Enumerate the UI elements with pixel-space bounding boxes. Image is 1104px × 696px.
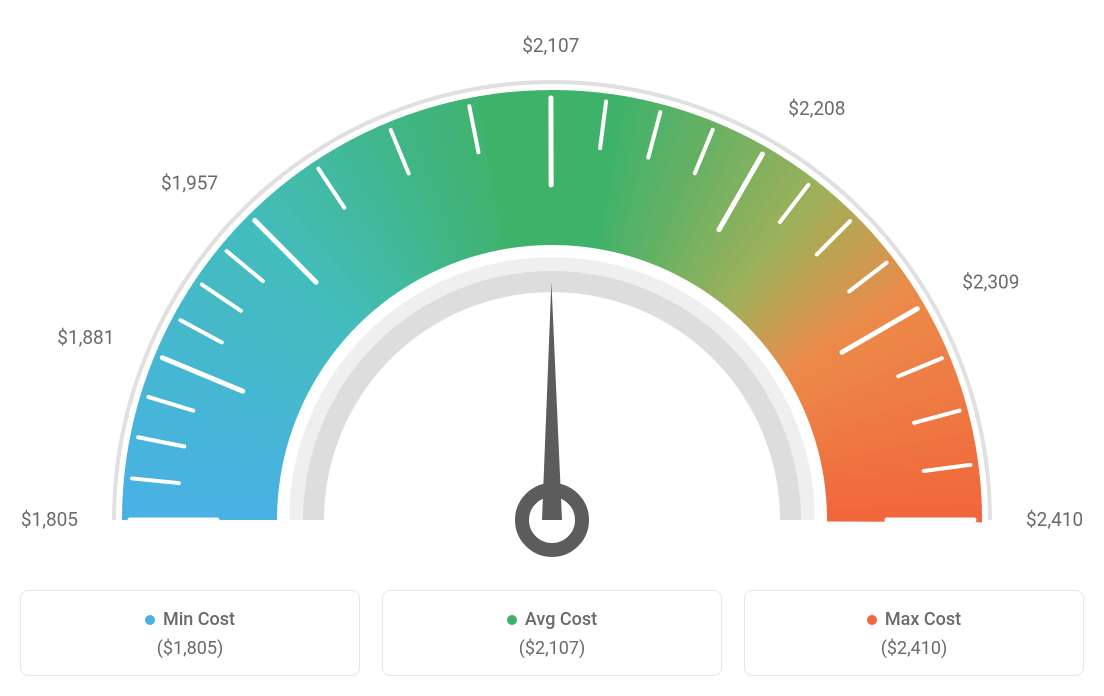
gauge-chart: $1,805 $1,881 $1,957 $2,107 $2,208 $2,309 $2,4… <box>20 20 1084 560</box>
max-cost-card: Max Cost ($2,410) <box>744 590 1084 676</box>
min-cost-value: ($1,805) <box>31 638 349 659</box>
min-cost-label: Min Cost <box>163 609 235 630</box>
tick-label: $1,881 <box>57 326 114 349</box>
tick-label: $2,410 <box>1026 508 1083 531</box>
avg-cost-label: Avg Cost <box>525 609 597 630</box>
avg-cost-card: Avg Cost ($2,107) <box>382 590 722 676</box>
tick-label: $1,957 <box>161 172 218 195</box>
max-cost-label-row: Max Cost <box>867 609 961 630</box>
max-dot-icon <box>867 615 877 625</box>
avg-cost-value: ($2,107) <box>393 638 711 659</box>
tick-label: $1,805 <box>21 508 78 531</box>
chart-container: $1,805 $1,881 $1,957 $2,107 $2,208 $2,309 $2,4… <box>20 20 1084 676</box>
tick-label: $2,208 <box>788 97 845 120</box>
tick-label: $2,107 <box>522 34 579 57</box>
avg-cost-label-row: Avg Cost <box>507 609 597 630</box>
min-dot-icon <box>145 615 155 625</box>
tick-label: $2,309 <box>962 271 1019 294</box>
max-cost-label: Max Cost <box>885 609 961 630</box>
avg-dot-icon <box>507 615 517 625</box>
min-cost-card: Min Cost ($1,805) <box>20 590 360 676</box>
legend-row: Min Cost ($1,805) Avg Cost ($2,107) Max … <box>20 590 1084 676</box>
min-cost-label-row: Min Cost <box>145 609 235 630</box>
max-cost-value: ($2,410) <box>755 638 1073 659</box>
